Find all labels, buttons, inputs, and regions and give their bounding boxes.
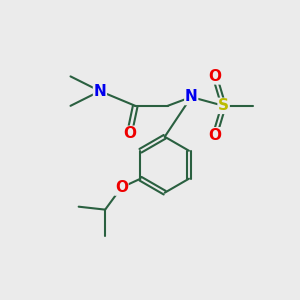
Text: S: S <box>218 98 229 113</box>
Text: O: O <box>115 180 128 195</box>
Text: N: N <box>185 89 198 104</box>
Text: N: N <box>94 84 106 99</box>
Text: O: O <box>208 128 221 143</box>
Text: O: O <box>123 126 136 141</box>
Text: O: O <box>208 69 221 84</box>
